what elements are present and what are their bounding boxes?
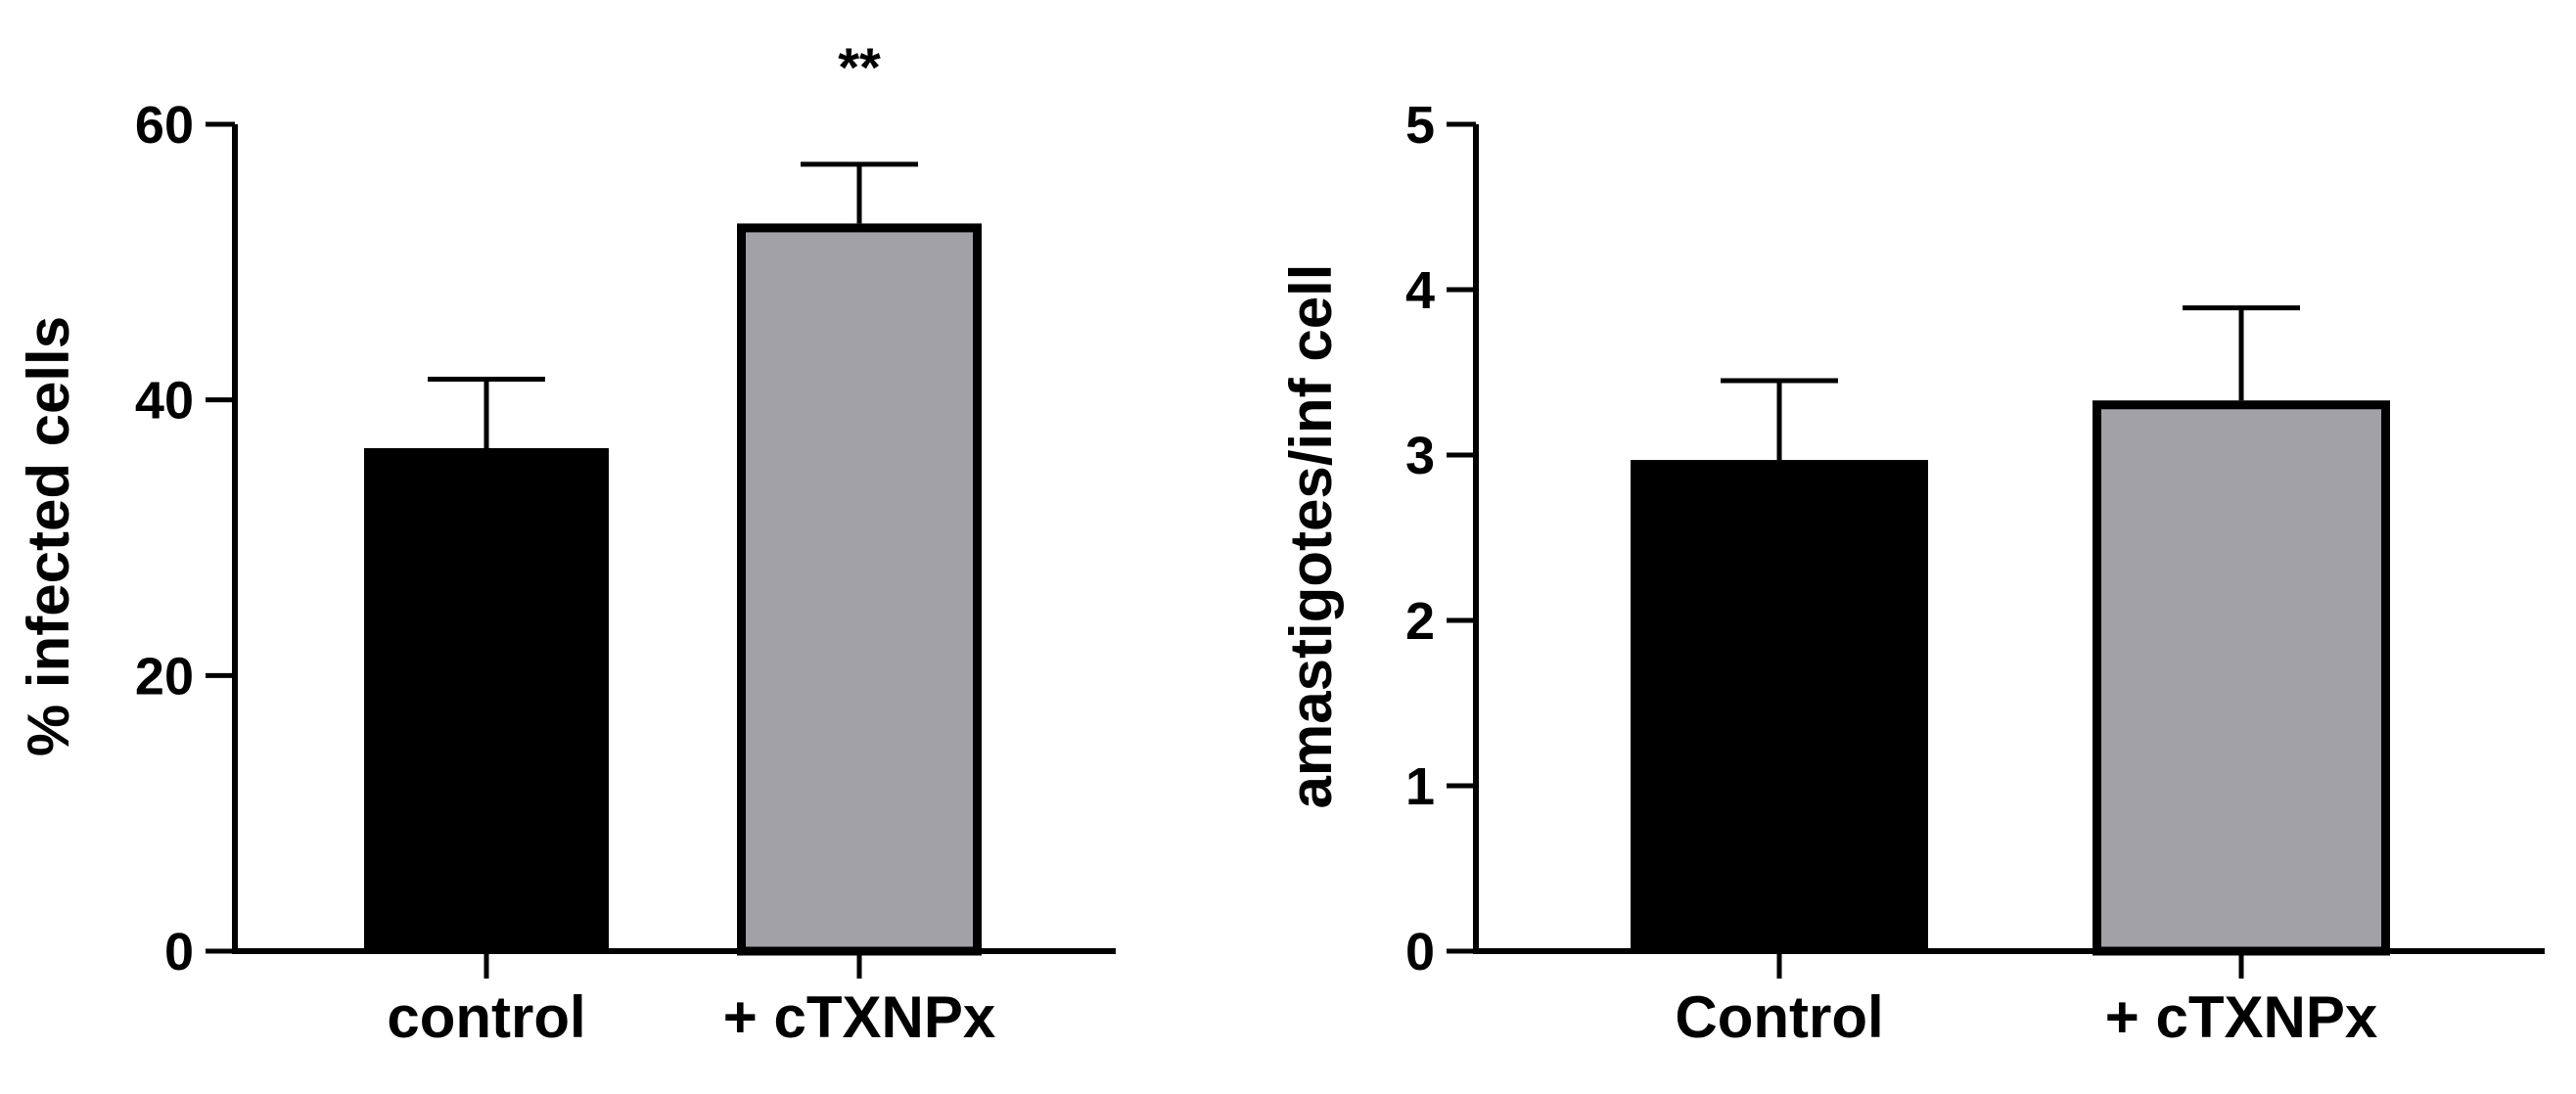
y-tick-label: 60	[135, 96, 194, 155]
y-tick-label: 40	[135, 372, 194, 431]
y-tick-label: 4	[1405, 261, 1435, 320]
x-tick-label: control	[387, 984, 585, 1050]
y-tick-label: 5	[1405, 96, 1435, 155]
bar	[1631, 460, 1928, 951]
y-tick-label: 0	[164, 923, 194, 981]
y-tick-label: 3	[1405, 427, 1435, 485]
significance-annotation: **	[838, 36, 881, 98]
y-tick-label: 20	[135, 647, 194, 706]
x-tick-label: + cTXNPx	[723, 984, 995, 1050]
bar	[2093, 400, 2390, 956]
left-bar-chart: control + cTXNPx 0 20 40 60 % infected cells **	[16, 36, 1116, 1050]
x-tick-label: Control	[1675, 984, 1883, 1050]
right-bar-chart: Control + cTXNPx 0 1 2 3 4 5 amastigotes/inf cel…	[1278, 96, 2545, 1050]
bar	[737, 223, 982, 956]
y-tick-label: 1	[1405, 757, 1435, 816]
bar	[364, 447, 609, 951]
x-tick-label: + cTXNPx	[2105, 984, 2377, 1050]
y-tick-label: 0	[1405, 923, 1435, 981]
y-axis-title: % infected cells	[16, 316, 81, 756]
y-tick-label: 2	[1405, 592, 1435, 651]
y-axis-title: amastigotes/inf cell	[1278, 264, 1344, 809]
